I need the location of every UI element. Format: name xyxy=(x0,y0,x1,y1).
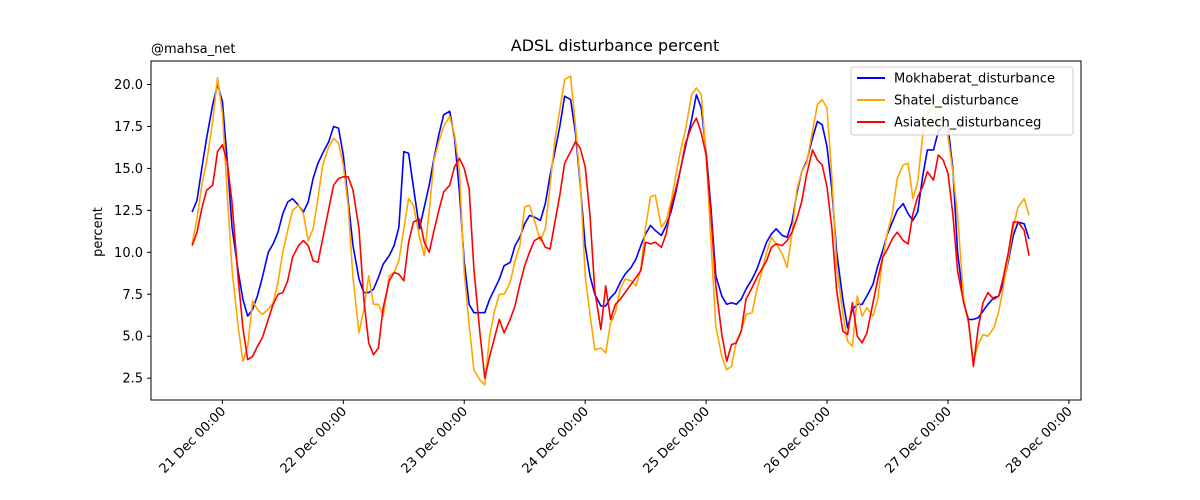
y-tick-label: 15.0 xyxy=(114,162,143,177)
y-tick-label: 7.5 xyxy=(122,288,143,303)
legend-label: Asiatech_disturbanceg xyxy=(894,116,1041,131)
x-tick-label: 23 Dec 00:00 xyxy=(399,404,471,476)
plot-frame xyxy=(150,60,1082,401)
legend: Mokhaberat_disturbance Shatel_disturbance… xyxy=(850,66,1074,136)
y-tick-label: 10.0 xyxy=(114,246,143,261)
y-tick-label: 12.5 xyxy=(114,204,143,219)
plot-lines xyxy=(191,75,1030,386)
watermark-text: @mahsa_net xyxy=(151,42,235,57)
series-line-2 xyxy=(191,75,1030,386)
legend-label: Mokhaberat_disturbance xyxy=(894,72,1055,87)
x-tick-label: 22 Dec 00:00 xyxy=(278,404,350,476)
chart-title: ADSL disturbance percent xyxy=(511,36,719,55)
x-tick-label: 21 Dec 00:00 xyxy=(157,404,229,476)
y-tick-label: 5.0 xyxy=(122,330,143,345)
x-tick-label: 27 Dec 00:00 xyxy=(882,404,954,476)
x-tick-label: 28 Dec 00:00 xyxy=(1003,404,1075,476)
series-line-3 xyxy=(191,117,1030,379)
y-tick-label: 20.0 xyxy=(114,78,143,93)
series-line-1 xyxy=(191,83,1030,329)
y-axis: 2.5 5.0 7.5 10.0 12.5 15.0 17.5 20.0 xyxy=(114,78,151,387)
y-axis-label: percent xyxy=(91,207,106,257)
legend-box xyxy=(850,66,1074,136)
x-axis: 21 Dec 00:00 22 Dec 00:00 23 Dec 00:00 24 D… xyxy=(157,400,1076,477)
y-tick-label: 17.5 xyxy=(114,120,143,135)
x-tick-label: 24 Dec 00:00 xyxy=(520,404,592,476)
y-tick-label: 2.5 xyxy=(122,372,143,387)
legend-label: Shatel_disturbance xyxy=(894,94,1019,109)
x-tick-label: 25 Dec 00:00 xyxy=(640,404,712,476)
x-tick-label: 26 Dec 00:00 xyxy=(761,404,833,476)
